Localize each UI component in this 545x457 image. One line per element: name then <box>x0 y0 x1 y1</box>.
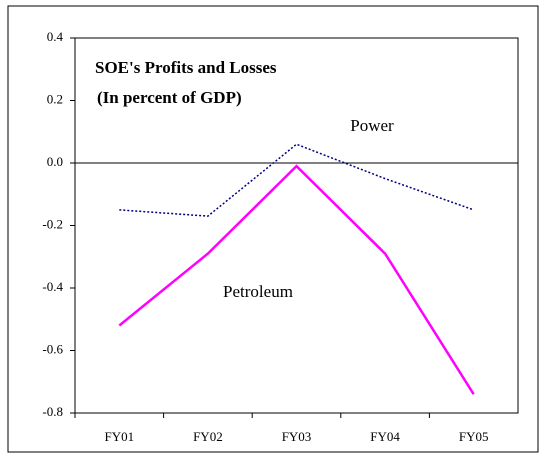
y-tick-label: 0.2 <box>47 91 63 106</box>
series-label: Petroleum <box>223 282 293 301</box>
x-tick-label: FY03 <box>282 429 312 444</box>
y-tick-label: 0.4 <box>47 29 64 44</box>
y-tick-label: 0.0 <box>47 154 63 169</box>
series-label: Power <box>350 116 394 135</box>
y-tick-label: -0.2 <box>42 216 63 231</box>
y-tick-label: -0.8 <box>42 404 63 419</box>
series-line <box>119 143 474 217</box>
x-tick-label: FY02 <box>193 429 223 444</box>
series-line <box>118 164 475 395</box>
chart-subtitle: (In percent of GDP) <box>97 88 242 107</box>
chart-title: SOE's Profits and Losses <box>95 58 277 77</box>
y-tick-label: -0.6 <box>42 341 63 356</box>
x-tick-label: FY04 <box>370 429 400 444</box>
y-tick-label: -0.4 <box>42 279 63 294</box>
x-tick-label: FY01 <box>104 429 134 444</box>
x-tick-label: FY05 <box>459 429 489 444</box>
chart-frame <box>7 5 539 453</box>
